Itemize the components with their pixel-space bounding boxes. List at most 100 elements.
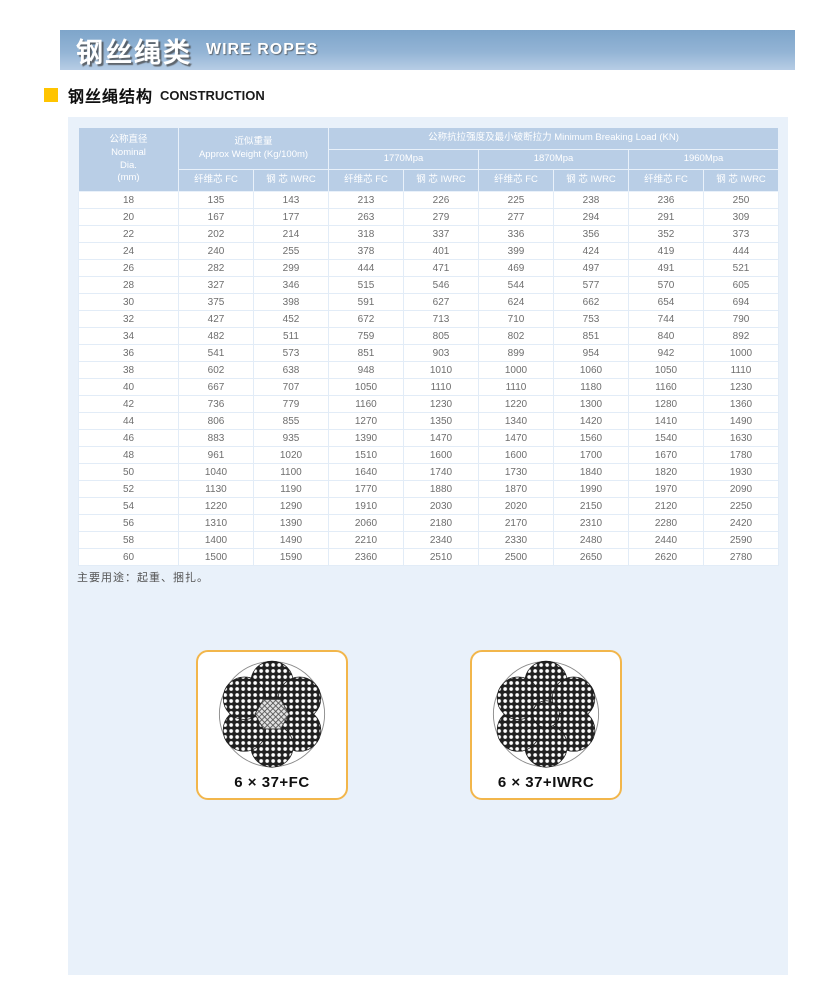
table-cell: 2620	[628, 548, 704, 566]
table-cell: 282	[178, 259, 254, 277]
table-cell: 1060	[553, 361, 629, 379]
table-cell: 240	[178, 242, 254, 260]
table-cell: 44	[78, 412, 179, 430]
table-cell: 802	[478, 327, 554, 345]
table-cell: 2420	[703, 514, 779, 532]
table-cell: 2780	[703, 548, 779, 566]
spec-table-body: 18 135 143 213 226 225 238 236 250 20 167 177 263 279…	[78, 191, 779, 566]
table-cell: 177	[253, 208, 329, 226]
table-cell: 56	[78, 514, 179, 532]
table-cell: 2210	[328, 531, 404, 549]
table-cell: 1110	[703, 361, 779, 379]
usage-note: 主要用途：起重、捆扎。	[77, 572, 209, 584]
table-cell: 759	[328, 327, 404, 345]
table-cell: 2500	[478, 548, 554, 566]
table-cell: 627	[403, 293, 479, 311]
spec-table: 公称直径 Nominal Dia. (mm) 近似重量 Approx Weigh…	[78, 127, 779, 566]
table-cell: 24	[78, 242, 179, 260]
table-cell: 236	[628, 191, 704, 209]
table-cell: 424	[553, 242, 629, 260]
table-cell: 942	[628, 344, 704, 362]
table-row: 36 541 573 851 903 899 954 942 1000	[78, 344, 779, 362]
col-header-weight-iwrc: 钢 芯 IWRC	[253, 169, 329, 192]
table-cell: 1390	[253, 514, 329, 532]
table-cell: 336	[478, 225, 554, 243]
table-row: 58 1400 1490 2210 2340 2330 2480 2440 2590	[78, 531, 779, 549]
table-cell: 753	[553, 310, 629, 328]
table-cell: 577	[553, 276, 629, 294]
table-cell: 1360	[703, 395, 779, 413]
table-cell: 667	[178, 378, 254, 396]
table-cell: 378	[328, 242, 404, 260]
section-heading: 钢丝绳结构 CONSTRUCTION	[44, 83, 265, 107]
page-title-english: WIRE ROPES	[206, 41, 319, 58]
table-cell: 713	[403, 310, 479, 328]
table-cell: 1820	[628, 463, 704, 481]
table-cell: 2360	[328, 548, 404, 566]
table-cell: 1300	[553, 395, 629, 413]
table-cell: 840	[628, 327, 704, 345]
table-cell: 327	[178, 276, 254, 294]
table-cell: 1110	[478, 378, 554, 396]
table-cell: 624	[478, 293, 554, 311]
table-cell: 744	[628, 310, 704, 328]
table-cell: 2280	[628, 514, 704, 532]
table-cell: 46	[78, 429, 179, 447]
table-cell: 291	[628, 208, 704, 226]
table-cell: 1780	[703, 446, 779, 464]
table-cell: 736	[178, 395, 254, 413]
table-cell: 1000	[703, 344, 779, 362]
content-panel: 公称直径 Nominal Dia. (mm) 近似重量 Approx Weigh…	[68, 117, 788, 975]
page-title-chinese: 钢丝绳类	[76, 37, 192, 68]
table-cell: 491	[628, 259, 704, 277]
table-cell: 373	[703, 225, 779, 243]
table-cell: 1640	[328, 463, 404, 481]
table-cell: 573	[253, 344, 329, 362]
table-cell: 1020	[253, 446, 329, 464]
col-header-1770-iwrc: 钢 芯 IWRC	[403, 169, 479, 192]
table-cell: 294	[553, 208, 629, 226]
table-cell: 654	[628, 293, 704, 311]
table-cell: 40	[78, 378, 179, 396]
table-cell: 710	[478, 310, 554, 328]
table-row: 24 240 255 378 401 399 424 419 444	[78, 242, 779, 260]
table-cell: 899	[478, 344, 554, 362]
table-cell: 1340	[478, 412, 554, 430]
table-cell: 279	[403, 208, 479, 226]
table-row: 38 602 638 948 1010 1000 1060 1050 1110	[78, 361, 779, 379]
table-cell: 469	[478, 259, 554, 277]
table-cell: 444	[703, 242, 779, 260]
rope-cross-section-iwrc	[492, 660, 600, 768]
table-cell: 214	[253, 225, 329, 243]
table-cell: 1270	[328, 412, 404, 430]
table-cell: 1220	[178, 497, 254, 515]
table-cell: 515	[328, 276, 404, 294]
table-row: 26 282 299 444 471 469 497 491 521	[78, 259, 779, 277]
table-cell: 2340	[403, 531, 479, 549]
table-cell: 521	[703, 259, 779, 277]
table-cell: 318	[328, 225, 404, 243]
table-cell: 1510	[328, 446, 404, 464]
table-cell: 263	[328, 208, 404, 226]
table-cell: 1100	[253, 463, 329, 481]
table-cell: 2150	[553, 497, 629, 515]
table-row: 32 427 452 672 713 710 753 744 790	[78, 310, 779, 328]
table-cell: 427	[178, 310, 254, 328]
table-cell: 299	[253, 259, 329, 277]
table-cell: 851	[553, 327, 629, 345]
table-cell: 1130	[178, 480, 254, 498]
table-cell: 544	[478, 276, 554, 294]
table-cell: 790	[703, 310, 779, 328]
table-cell: 2440	[628, 531, 704, 549]
table-cell: 546	[403, 276, 479, 294]
rope-diagram-card-fc: 6 × 37+FC	[196, 650, 348, 800]
table-cell: 1590	[253, 548, 329, 566]
table-cell: 1110	[403, 378, 479, 396]
table-cell: 2650	[553, 548, 629, 566]
col-header-1960-iwrc: 钢 芯 IWRC	[703, 169, 779, 192]
table-cell: 26	[78, 259, 179, 277]
col-header-1870-iwrc: 钢 芯 IWRC	[553, 169, 629, 192]
table-cell: 356	[553, 225, 629, 243]
table-cell: 2170	[478, 514, 554, 532]
table-cell: 1490	[253, 531, 329, 549]
